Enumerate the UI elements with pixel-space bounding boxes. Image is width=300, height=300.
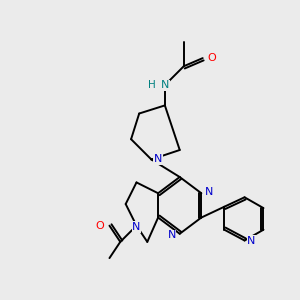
Text: O: O [96, 221, 104, 231]
Text: N: N [132, 222, 141, 232]
Text: N: N [247, 236, 256, 245]
Text: N: N [161, 80, 169, 90]
Text: N: N [154, 154, 162, 164]
Text: O: O [208, 53, 217, 63]
Text: N: N [205, 187, 214, 197]
Text: H: H [148, 80, 155, 90]
Text: N: N [167, 230, 176, 240]
